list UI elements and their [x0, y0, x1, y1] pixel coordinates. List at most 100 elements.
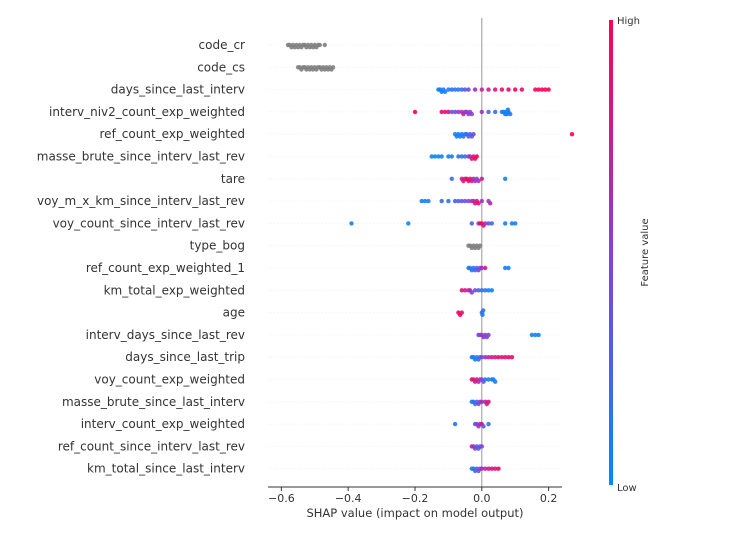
- shap-point: [452, 421, 458, 427]
- shap-point: [439, 154, 444, 159]
- shap-point: [483, 288, 488, 293]
- shap-point: [439, 198, 444, 204]
- feature-label: tare: [221, 172, 245, 186]
- shap-point: [446, 87, 451, 92]
- shap-point: [508, 111, 513, 117]
- shap-point: [439, 109, 444, 115]
- shap-point: [503, 221, 508, 226]
- shap-point: [476, 201, 481, 206]
- shap-point: [477, 243, 483, 248]
- shap-point: [474, 154, 479, 159]
- shap-point: [429, 154, 434, 159]
- shap-point: [446, 109, 451, 115]
- shap-point: [476, 288, 481, 293]
- shap-point: [469, 221, 474, 226]
- shap-point: [483, 265, 488, 271]
- shap-point: [486, 355, 491, 360]
- shap-point: [489, 221, 494, 226]
- feature-label: ref_count_exp_weighted_1: [86, 261, 245, 275]
- shap-point: [456, 109, 461, 115]
- shap-point: [486, 221, 491, 226]
- shap-point: [486, 109, 491, 115]
- shap-point: [509, 221, 515, 226]
- shap-point: [506, 87, 511, 92]
- shap-point: [452, 87, 458, 92]
- feature-labels: code_cr code_cs days_since_last_intervinte…: [37, 38, 245, 476]
- feature-label: code_cr: [199, 38, 246, 52]
- shap-point: [419, 198, 424, 204]
- x-tick-label: −0.4: [335, 492, 362, 505]
- x-tick-label: −0.6: [268, 492, 295, 505]
- feature-label: masse_brute_since_last_interv: [62, 395, 245, 409]
- shap-point: [519, 87, 525, 92]
- shap-point: [459, 310, 464, 315]
- shap-point: [442, 89, 448, 95]
- colorbar-low-label: Low: [617, 483, 637, 494]
- shap-point: [472, 87, 478, 92]
- shap-point: [480, 312, 485, 317]
- shap-point: [503, 176, 508, 181]
- shap-point: [539, 87, 545, 92]
- shap-point: [432, 154, 438, 159]
- feature-label: interv_count_exp_weighted: [81, 417, 245, 431]
- shap-point: [513, 221, 518, 226]
- feature-label: interv_niv2_count_exp_weighted: [49, 105, 245, 119]
- feature-label: type_bog: [190, 239, 245, 253]
- shap-point: [456, 198, 461, 204]
- shap-point: [506, 355, 511, 360]
- shap-point: [488, 201, 493, 206]
- shap-point: [446, 198, 451, 204]
- shap-point: [462, 288, 468, 293]
- shap-points: [285, 42, 575, 474]
- shap-point: [481, 308, 486, 313]
- shap-point: [472, 288, 478, 293]
- shap-point: [442, 109, 448, 115]
- shap-point: [479, 288, 484, 293]
- shap-point: [459, 288, 464, 293]
- shap-point: [533, 87, 538, 92]
- x-axis-title: SHAP value (impact on model output): [306, 506, 523, 520]
- shap-point: [499, 87, 505, 92]
- shap-point: [486, 377, 491, 382]
- shap-point: [533, 332, 538, 338]
- shap-point: [462, 87, 468, 92]
- shap-point: [406, 221, 411, 226]
- feature-label: voy_count_since_interv_last_rev: [53, 216, 245, 230]
- shap-point: [503, 265, 508, 271]
- shap-point: [426, 198, 431, 204]
- shap-point: [486, 421, 491, 427]
- shap-point: [456, 87, 461, 92]
- feature-label: ref_count_exp_weighted: [100, 127, 245, 141]
- x-tick-label: −0.2: [402, 492, 429, 505]
- shap-point: [506, 265, 511, 271]
- shap-point: [466, 87, 471, 92]
- shap-point: [496, 466, 501, 471]
- shap-point: [322, 42, 327, 48]
- feature-row-gridlines: [268, 44, 562, 470]
- shap-point: [493, 109, 498, 115]
- colorbar: [609, 20, 613, 485]
- shap-point: [479, 109, 484, 115]
- shap-point: [486, 466, 491, 471]
- shap-point: [486, 399, 491, 404]
- colorbar-title: Feature value: [640, 218, 651, 286]
- shap-point: [493, 355, 498, 360]
- shap-point: [486, 332, 491, 338]
- shap-point: [449, 154, 454, 159]
- shap-point: [469, 111, 474, 117]
- feature-label: days_since_last_trip: [125, 350, 245, 364]
- feature-label: days_since_last_interv: [111, 83, 245, 97]
- shap-point: [452, 109, 458, 115]
- shap-point: [489, 355, 494, 360]
- shap-point: [459, 87, 464, 92]
- shap-point: [543, 87, 548, 92]
- shap-point: [456, 154, 461, 159]
- feature-label: voy_m_x_km_since_interv_last_rev: [37, 194, 245, 208]
- shap-point: [493, 466, 498, 471]
- shap-point: [479, 87, 484, 92]
- shap-point: [479, 176, 484, 181]
- shap-point: [479, 198, 484, 204]
- colorbar-high-label: High: [617, 16, 640, 27]
- shap-point: [452, 198, 458, 204]
- shap-point: [422, 198, 428, 204]
